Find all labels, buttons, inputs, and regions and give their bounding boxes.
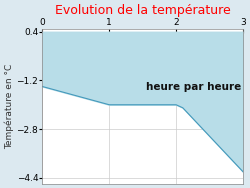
Text: heure par heure: heure par heure — [146, 82, 241, 92]
Title: Evolution de la température: Evolution de la température — [55, 4, 231, 17]
Y-axis label: Température en °C: Température en °C — [4, 64, 14, 149]
